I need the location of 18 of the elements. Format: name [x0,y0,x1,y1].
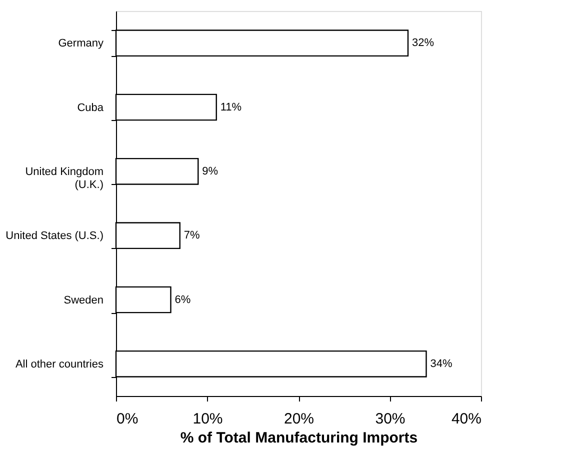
x-tick-label: 40% [451,410,482,428]
x-tick-label: 0% [116,410,138,428]
data-label: 32% [412,37,434,50]
data-label: 6% [174,294,191,306]
data-label: 9% [202,165,218,178]
data-label: 7% [184,230,200,242]
x-axis-title: % of Total Manufacturing Imports [180,430,418,446]
y-tick-label: Sweden [64,294,104,306]
y-tick-label: Germany [58,38,104,50]
y-tick-label: Cuba [77,102,104,114]
y-tick-label: All other countries [15,358,104,370]
data-label: 11% [220,101,242,114]
y-tick-label: United Kingdom (U.K.) [25,166,104,191]
x-tick-label: 20% [284,410,314,428]
x-tick-label: 30% [375,410,406,428]
y-tick-label: United States (U.S.) [6,230,104,242]
x-tick-label: 10% [192,410,223,428]
data-label: 34% [430,358,452,370]
